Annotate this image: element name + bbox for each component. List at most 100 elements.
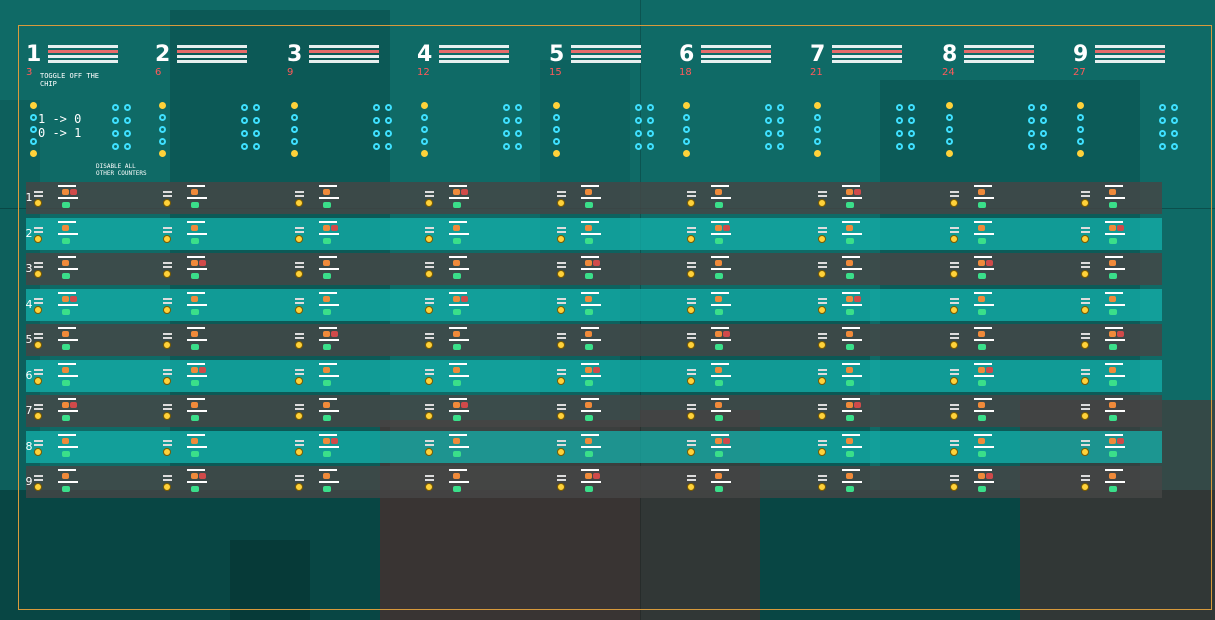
counter-node-icon[interactable] xyxy=(765,130,772,137)
grid-cell[interactable] xyxy=(295,362,339,389)
counter-node-icon[interactable] xyxy=(124,104,131,111)
grid-cell[interactable] xyxy=(34,185,78,211)
node-icon[interactable] xyxy=(1077,126,1084,133)
grid-cell[interactable] xyxy=(163,291,207,318)
grid-cell[interactable] xyxy=(1081,362,1125,389)
grid-cell[interactable] xyxy=(1081,185,1125,211)
counter-node-icon[interactable] xyxy=(765,117,772,124)
counter-node-icon[interactable] xyxy=(1159,130,1166,137)
node-icon[interactable] xyxy=(1077,102,1084,109)
node-icon[interactable] xyxy=(814,114,821,121)
counter-node-icon[interactable] xyxy=(635,104,642,111)
counter-node-icon[interactable] xyxy=(1028,143,1035,150)
counter-node-icon[interactable] xyxy=(1171,104,1178,111)
counter-node-icon[interactable] xyxy=(373,130,380,137)
counter-node-icon[interactable] xyxy=(908,117,915,124)
node-icon[interactable] xyxy=(683,138,690,145)
counter-node-icon[interactable] xyxy=(896,130,903,137)
grid-cell[interactable] xyxy=(34,256,78,282)
node-icon[interactable] xyxy=(421,114,428,121)
counter-node-icon[interactable] xyxy=(896,104,903,111)
grid-cell[interactable] xyxy=(687,220,731,247)
coin-icon[interactable] xyxy=(30,150,37,157)
grid-cell[interactable] xyxy=(425,469,469,495)
counter-node-icon[interactable] xyxy=(647,117,654,124)
grid-cell[interactable] xyxy=(163,398,207,424)
coin-icon[interactable] xyxy=(291,150,298,157)
grid-cell[interactable] xyxy=(557,469,601,495)
counter-node-icon[interactable] xyxy=(253,130,260,137)
grid-cell[interactable] xyxy=(687,327,731,353)
counter-node-icon[interactable] xyxy=(647,130,654,137)
counter-node-icon[interactable] xyxy=(1028,130,1035,137)
counter-node-icon[interactable] xyxy=(373,143,380,150)
counter-node-icon[interactable] xyxy=(1171,130,1178,137)
counter-node-icon[interactable] xyxy=(112,130,119,137)
node-icon[interactable] xyxy=(946,114,953,121)
node-icon[interactable] xyxy=(683,126,690,133)
grid-cell[interactable] xyxy=(818,433,862,460)
node-icon[interactable] xyxy=(291,138,298,145)
counter-node-icon[interactable] xyxy=(1040,143,1047,150)
counter-node-icon[interactable] xyxy=(515,130,522,137)
node-icon[interactable] xyxy=(946,138,953,145)
grid-cell[interactable] xyxy=(950,398,994,424)
counter-node-icon[interactable] xyxy=(896,117,903,124)
counter-node-icon[interactable] xyxy=(112,143,119,150)
counter-node-icon[interactable] xyxy=(1159,117,1166,124)
node-icon[interactable] xyxy=(553,126,560,133)
counter-node-icon[interactable] xyxy=(385,143,392,150)
counter-node-icon[interactable] xyxy=(124,117,131,124)
grid-cell[interactable] xyxy=(163,362,207,389)
counter-node-icon[interactable] xyxy=(241,143,248,150)
counter-node-icon[interactable] xyxy=(385,104,392,111)
counter-node-icon[interactable] xyxy=(112,117,119,124)
node-icon[interactable] xyxy=(683,102,690,109)
coin-icon[interactable] xyxy=(1077,150,1084,157)
grid-cell[interactable] xyxy=(34,327,78,353)
node-icon[interactable] xyxy=(814,138,821,145)
node-icon[interactable] xyxy=(159,126,166,133)
counter-node-icon[interactable] xyxy=(385,130,392,137)
counter-node-icon[interactable] xyxy=(635,130,642,137)
grid-cell[interactable] xyxy=(1081,433,1125,460)
counter-node-icon[interactable] xyxy=(1040,117,1047,124)
grid-cell[interactable] xyxy=(295,398,339,424)
grid-cell[interactable] xyxy=(818,327,862,353)
grid-cell[interactable] xyxy=(950,256,994,282)
counter-node-icon[interactable] xyxy=(503,117,510,124)
grid-cell[interactable] xyxy=(163,256,207,282)
grid-cell[interactable] xyxy=(1081,469,1125,495)
node-icon[interactable] xyxy=(814,102,821,109)
grid-cell[interactable] xyxy=(687,362,731,389)
node-icon[interactable] xyxy=(159,102,166,109)
node-icon[interactable] xyxy=(421,126,428,133)
grid-cell[interactable] xyxy=(295,433,339,460)
grid-cell[interactable] xyxy=(818,469,862,495)
counter-node-icon[interactable] xyxy=(896,143,903,150)
grid-cell[interactable] xyxy=(687,291,731,318)
grid-cell[interactable] xyxy=(295,185,339,211)
grid-cell[interactable] xyxy=(950,433,994,460)
counter-node-icon[interactable] xyxy=(503,143,510,150)
grid-cell[interactable] xyxy=(34,291,78,318)
grid-cell[interactable] xyxy=(557,327,601,353)
node-icon[interactable] xyxy=(291,126,298,133)
node-icon[interactable] xyxy=(30,138,37,145)
grid-cell[interactable] xyxy=(425,362,469,389)
counter-node-icon[interactable] xyxy=(503,104,510,111)
grid-cell[interactable] xyxy=(425,185,469,211)
counter-node-icon[interactable] xyxy=(253,117,260,124)
grid-cell[interactable] xyxy=(295,256,339,282)
counter-node-icon[interactable] xyxy=(908,143,915,150)
counter-node-icon[interactable] xyxy=(112,104,119,111)
counter-node-icon[interactable] xyxy=(515,143,522,150)
coin-icon[interactable] xyxy=(159,150,166,157)
counter-node-icon[interactable] xyxy=(503,130,510,137)
node-icon[interactable] xyxy=(291,102,298,109)
counter-node-icon[interactable] xyxy=(515,117,522,124)
counter-node-icon[interactable] xyxy=(241,117,248,124)
node-icon[interactable] xyxy=(946,126,953,133)
node-icon[interactable] xyxy=(1077,114,1084,121)
grid-cell[interactable] xyxy=(818,362,862,389)
